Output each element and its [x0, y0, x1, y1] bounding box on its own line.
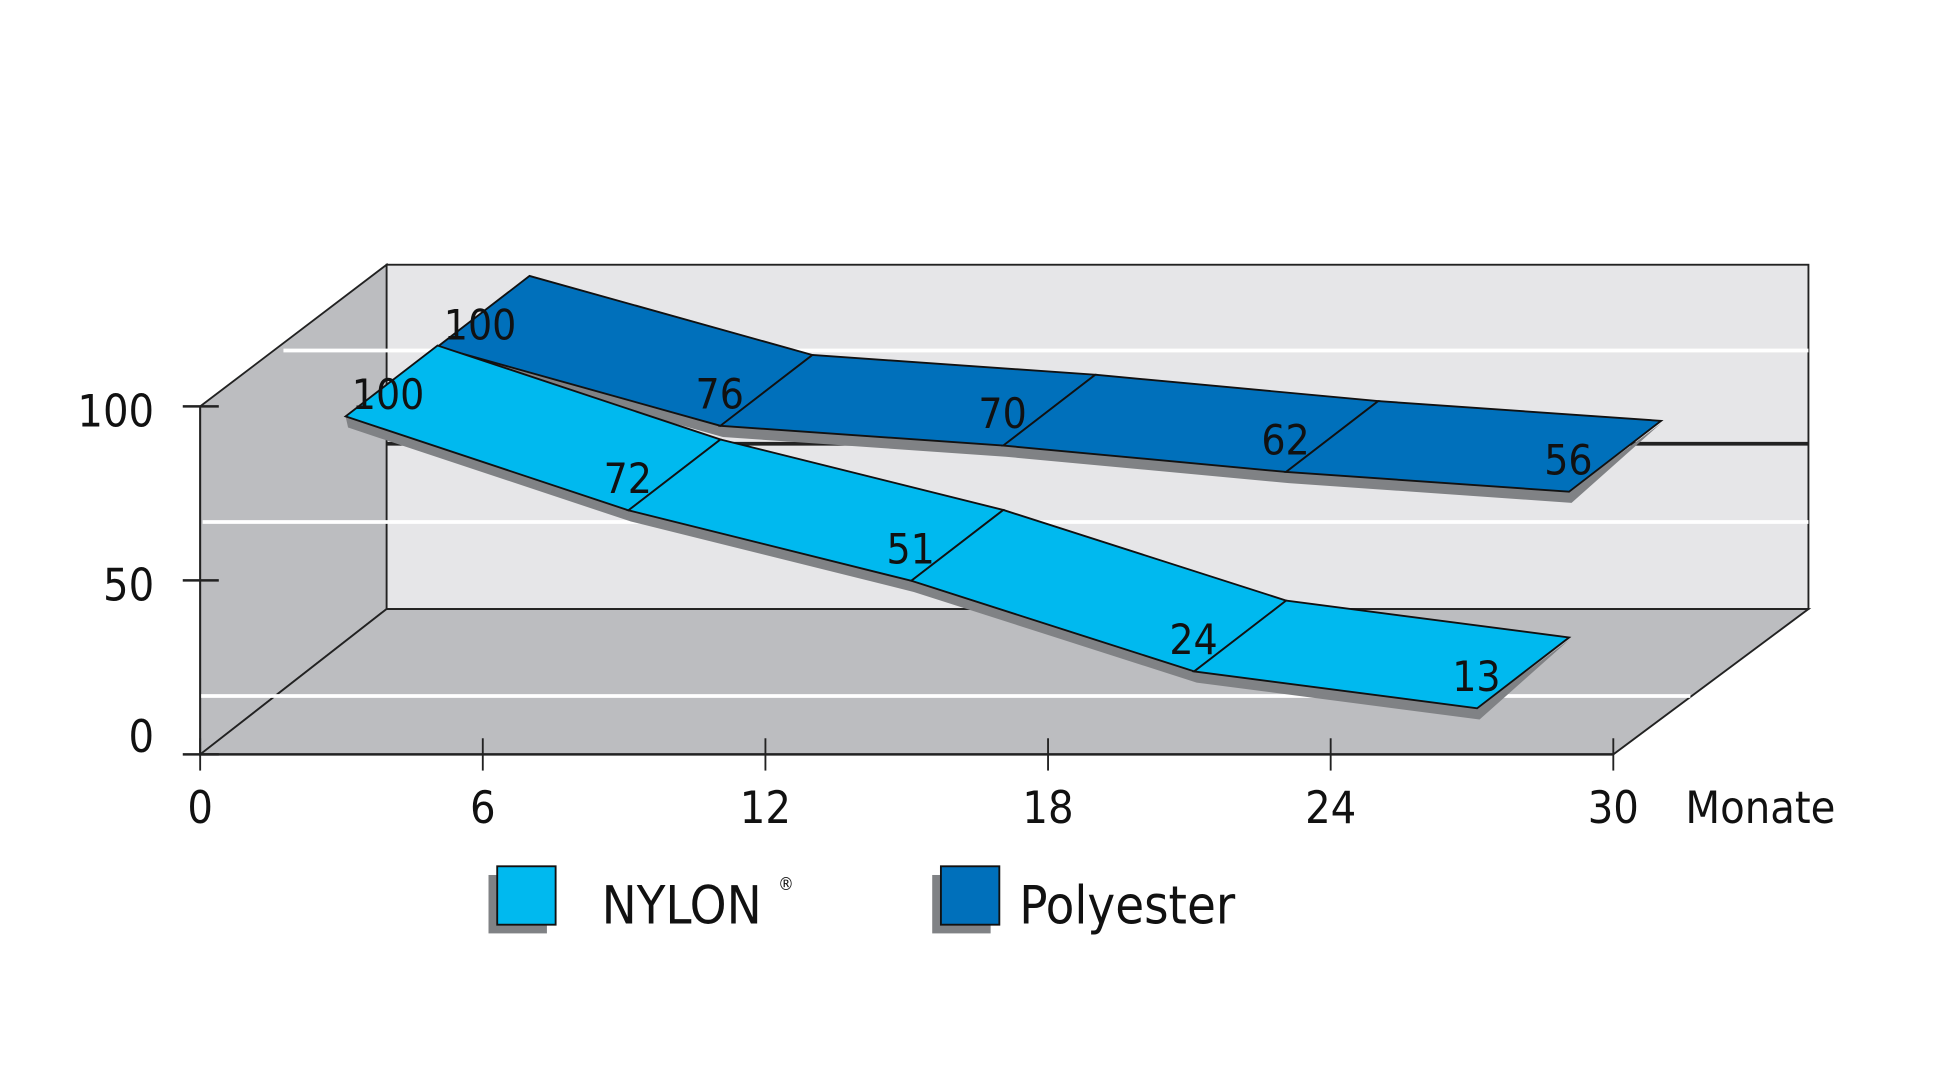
data-label: 13	[1452, 652, 1500, 701]
legend-item-polyester: Polyester	[932, 865, 1236, 936]
series-polyester: 100 76 70 62 56	[435, 274, 1664, 503]
x-tick-label: 12	[740, 781, 791, 834]
x-tick-label: 18	[1022, 781, 1073, 834]
x-tick-label: 0	[187, 781, 213, 834]
floor	[197, 608, 1812, 756]
data-label: 76	[696, 369, 744, 418]
registered-mark: ®	[778, 875, 794, 895]
x-tick-label: 6	[470, 781, 496, 834]
x-axis-label: Monate	[1685, 781, 1835, 834]
data-label: 70	[978, 389, 1026, 438]
legend-swatch	[939, 865, 1001, 926]
legend-item-nylon: NYLON ®	[488, 865, 794, 936]
legend-label: Polyester	[1019, 876, 1236, 936]
series-nylon: 100 72 51 24 13	[343, 344, 1572, 720]
ribbon-segment	[1283, 400, 1664, 493]
x-tick-label: 24	[1305, 781, 1356, 834]
x-tick-label: 30	[1588, 781, 1639, 834]
y-tick-label: 50	[103, 558, 154, 611]
legend: NYLON ® Polyester	[488, 865, 1236, 936]
ribbon-segment	[1191, 599, 1572, 710]
ribbon-shadow	[437, 346, 1662, 503]
data-label: 72	[604, 454, 652, 503]
legend-label: NYLON	[602, 876, 762, 936]
data-label: 100	[352, 370, 425, 419]
y-tick-label: 0	[129, 710, 155, 763]
y-tick-label: 100	[77, 384, 154, 437]
legend-swatch	[496, 865, 557, 926]
axes: 0 6 12 18 24 30 0 50 100	[77, 384, 1639, 833]
data-label: 100	[444, 300, 517, 349]
data-label: 62	[1261, 416, 1309, 465]
data-label: 51	[886, 524, 934, 573]
series-ribbons: 100 76 70 62 56 100 72 51 24 13	[343, 274, 1664, 720]
data-label: 24	[1169, 615, 1217, 664]
data-label: 56	[1544, 435, 1592, 484]
